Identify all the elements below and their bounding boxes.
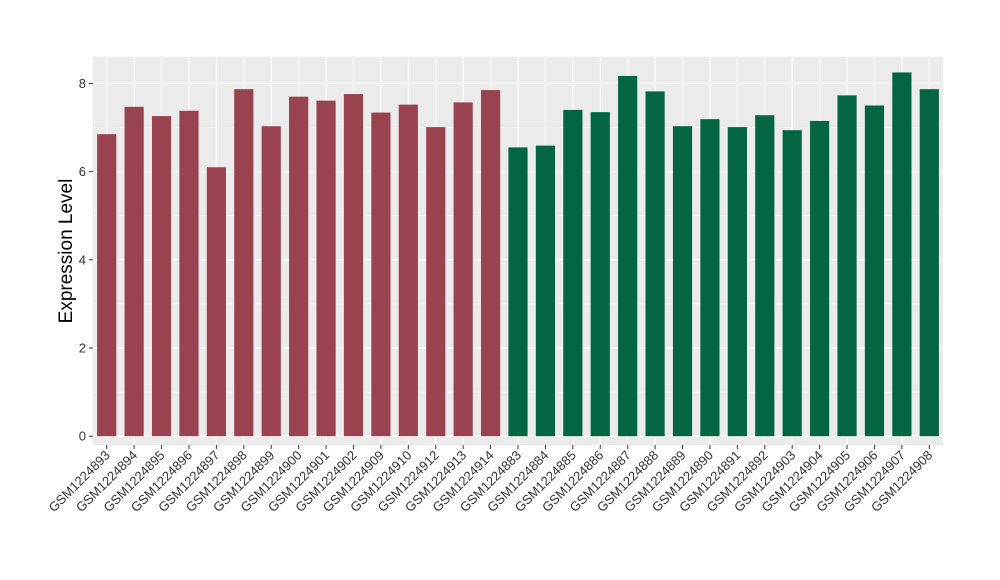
x-axis: GSM1224893GSM1224894GSM1224895GSM1224896… — [45, 445, 935, 515]
y-tick-label: 4 — [79, 252, 86, 267]
bar — [97, 134, 117, 437]
bar — [590, 112, 610, 437]
y-tick-label: 8 — [79, 76, 86, 91]
bar — [672, 126, 693, 437]
bar — [645, 91, 665, 437]
bar — [371, 112, 391, 437]
y-axis-title: Expression Level — [56, 179, 77, 324]
bar — [453, 102, 473, 437]
bar — [289, 96, 309, 437]
bar — [480, 90, 501, 437]
bar — [124, 106, 144, 437]
y-axis: 0 2 4 6 8 — [79, 76, 93, 444]
bar — [892, 72, 912, 437]
bar — [426, 127, 446, 437]
bar — [398, 104, 418, 437]
bar — [810, 120, 830, 437]
bar — [700, 119, 720, 437]
bar — [261, 126, 281, 437]
bar — [919, 89, 939, 437]
bar — [727, 127, 747, 437]
bar — [234, 89, 254, 437]
bar — [535, 145, 556, 437]
bar — [206, 167, 226, 437]
bar — [508, 147, 528, 437]
bar — [316, 100, 336, 437]
bar — [179, 110, 199, 437]
y-tick-label: 2 — [79, 341, 86, 356]
bar — [618, 75, 638, 437]
bar — [151, 116, 172, 437]
bar — [755, 115, 775, 437]
bar — [864, 105, 885, 437]
bar — [782, 130, 802, 437]
bars — [97, 72, 939, 437]
y-tick-label: 6 — [79, 164, 86, 179]
bar — [343, 94, 364, 437]
bar — [837, 95, 857, 437]
bar — [563, 109, 583, 437]
y-tick-label: 0 — [79, 429, 86, 444]
